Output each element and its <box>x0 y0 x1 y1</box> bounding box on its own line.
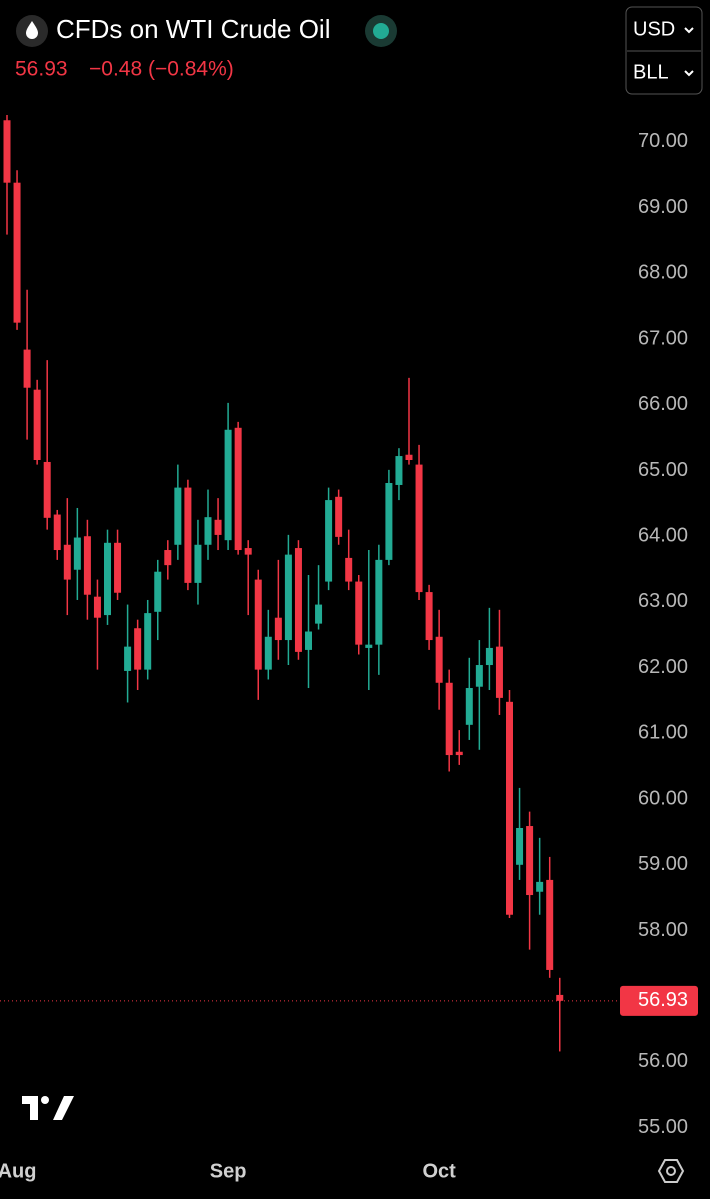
candle-body <box>516 828 524 865</box>
candle-body <box>435 636 443 683</box>
candle-body <box>194 544 202 583</box>
candle-body <box>134 628 142 670</box>
chevron <box>684 27 694 34</box>
x-tick-label: Aug <box>0 1160 36 1182</box>
drop-icon <box>26 21 38 39</box>
y-tick-label: 66.00 <box>638 393 688 415</box>
y-tick-label: 55.00 <box>638 1116 688 1138</box>
candle-body <box>33 389 41 460</box>
candle-body <box>284 554 292 641</box>
y-tick-label: 67.00 <box>638 327 688 349</box>
candle-body <box>264 636 272 670</box>
y-tick-label: 63.00 <box>638 590 688 612</box>
candle-body <box>455 751 463 756</box>
candle-body <box>536 881 544 892</box>
candle-body <box>495 646 503 698</box>
candle-body <box>204 517 212 545</box>
candle-body <box>294 548 302 652</box>
y-tick-label: 62.00 <box>638 656 688 678</box>
last-price-label: 56.93 <box>638 989 688 1011</box>
y-tick-label: 65.00 <box>638 459 688 481</box>
candle-body <box>154 571 162 612</box>
unit[interactable]: BLL <box>633 61 669 83</box>
y-tick-label: 69.00 <box>638 196 688 218</box>
candle-body <box>415 464 423 593</box>
tv-logo <box>22 1096 74 1120</box>
candle-body <box>375 559 383 645</box>
candle-body <box>475 665 483 687</box>
candle-body <box>425 592 433 641</box>
candle-body <box>254 579 262 670</box>
chart-title: CFDs on WTI Crude Oil <box>56 14 331 44</box>
candle-body <box>184 487 192 583</box>
y-tick-label: 58.00 <box>638 919 688 941</box>
status-dot <box>373 23 389 39</box>
candle-body <box>124 646 132 671</box>
candle-body <box>164 550 172 566</box>
candle-body <box>385 483 393 560</box>
candle-body <box>315 604 323 624</box>
candle-body <box>104 542 111 616</box>
candle-body <box>345 557 353 582</box>
candle-body <box>234 427 242 551</box>
candle-body <box>405 454 413 460</box>
settings-icon[interactable] <box>657 1159 685 1183</box>
candle-body <box>465 688 473 725</box>
candle-body <box>3 120 11 183</box>
candle-body <box>174 487 182 545</box>
y-tick-label: 70.00 <box>638 130 688 152</box>
candle-body <box>365 644 373 648</box>
y-tick-label: 56.00 <box>638 1050 688 1072</box>
candle-body <box>546 879 554 970</box>
candle-body <box>13 182 21 323</box>
chevron <box>684 70 694 77</box>
candle-body <box>395 456 403 485</box>
candle-body <box>506 701 513 915</box>
candle-body <box>214 519 222 535</box>
candle-body <box>526 826 534 896</box>
candle-body <box>23 349 31 388</box>
y-tick-label: 61.00 <box>638 722 688 744</box>
currency[interactable]: USD <box>633 18 675 40</box>
candle-body <box>224 429 232 541</box>
price-change: −0.48 (−0.84%) <box>89 58 234 81</box>
candle-body <box>335 496 343 537</box>
candle-body <box>73 537 81 570</box>
y-tick-label: 68.00 <box>638 262 688 284</box>
x-tick-label: Sep <box>210 1160 247 1182</box>
candle-body <box>53 514 61 551</box>
candle-body <box>43 461 51 518</box>
candle-body <box>244 548 252 555</box>
candle-body <box>305 631 312 650</box>
candle-body <box>445 682 453 756</box>
y-tick-label: 64.00 <box>638 525 688 547</box>
candle-body <box>325 500 333 582</box>
price: 56.93 <box>15 58 68 81</box>
candle-body <box>83 536 91 595</box>
last-price-tag <box>620 985 698 1016</box>
x-tick-label: Oct <box>422 1160 456 1182</box>
y-tick-label: 60.00 <box>638 787 688 809</box>
y-tick-label: 59.00 <box>638 853 688 875</box>
candle-body <box>355 581 363 645</box>
candle-body <box>144 613 152 670</box>
candle-body <box>485 647 493 666</box>
candle-body <box>63 544 71 580</box>
candle-body <box>274 617 282 641</box>
candle-body <box>93 596 101 618</box>
candle-body <box>114 542 122 593</box>
candle-body <box>556 994 564 1001</box>
